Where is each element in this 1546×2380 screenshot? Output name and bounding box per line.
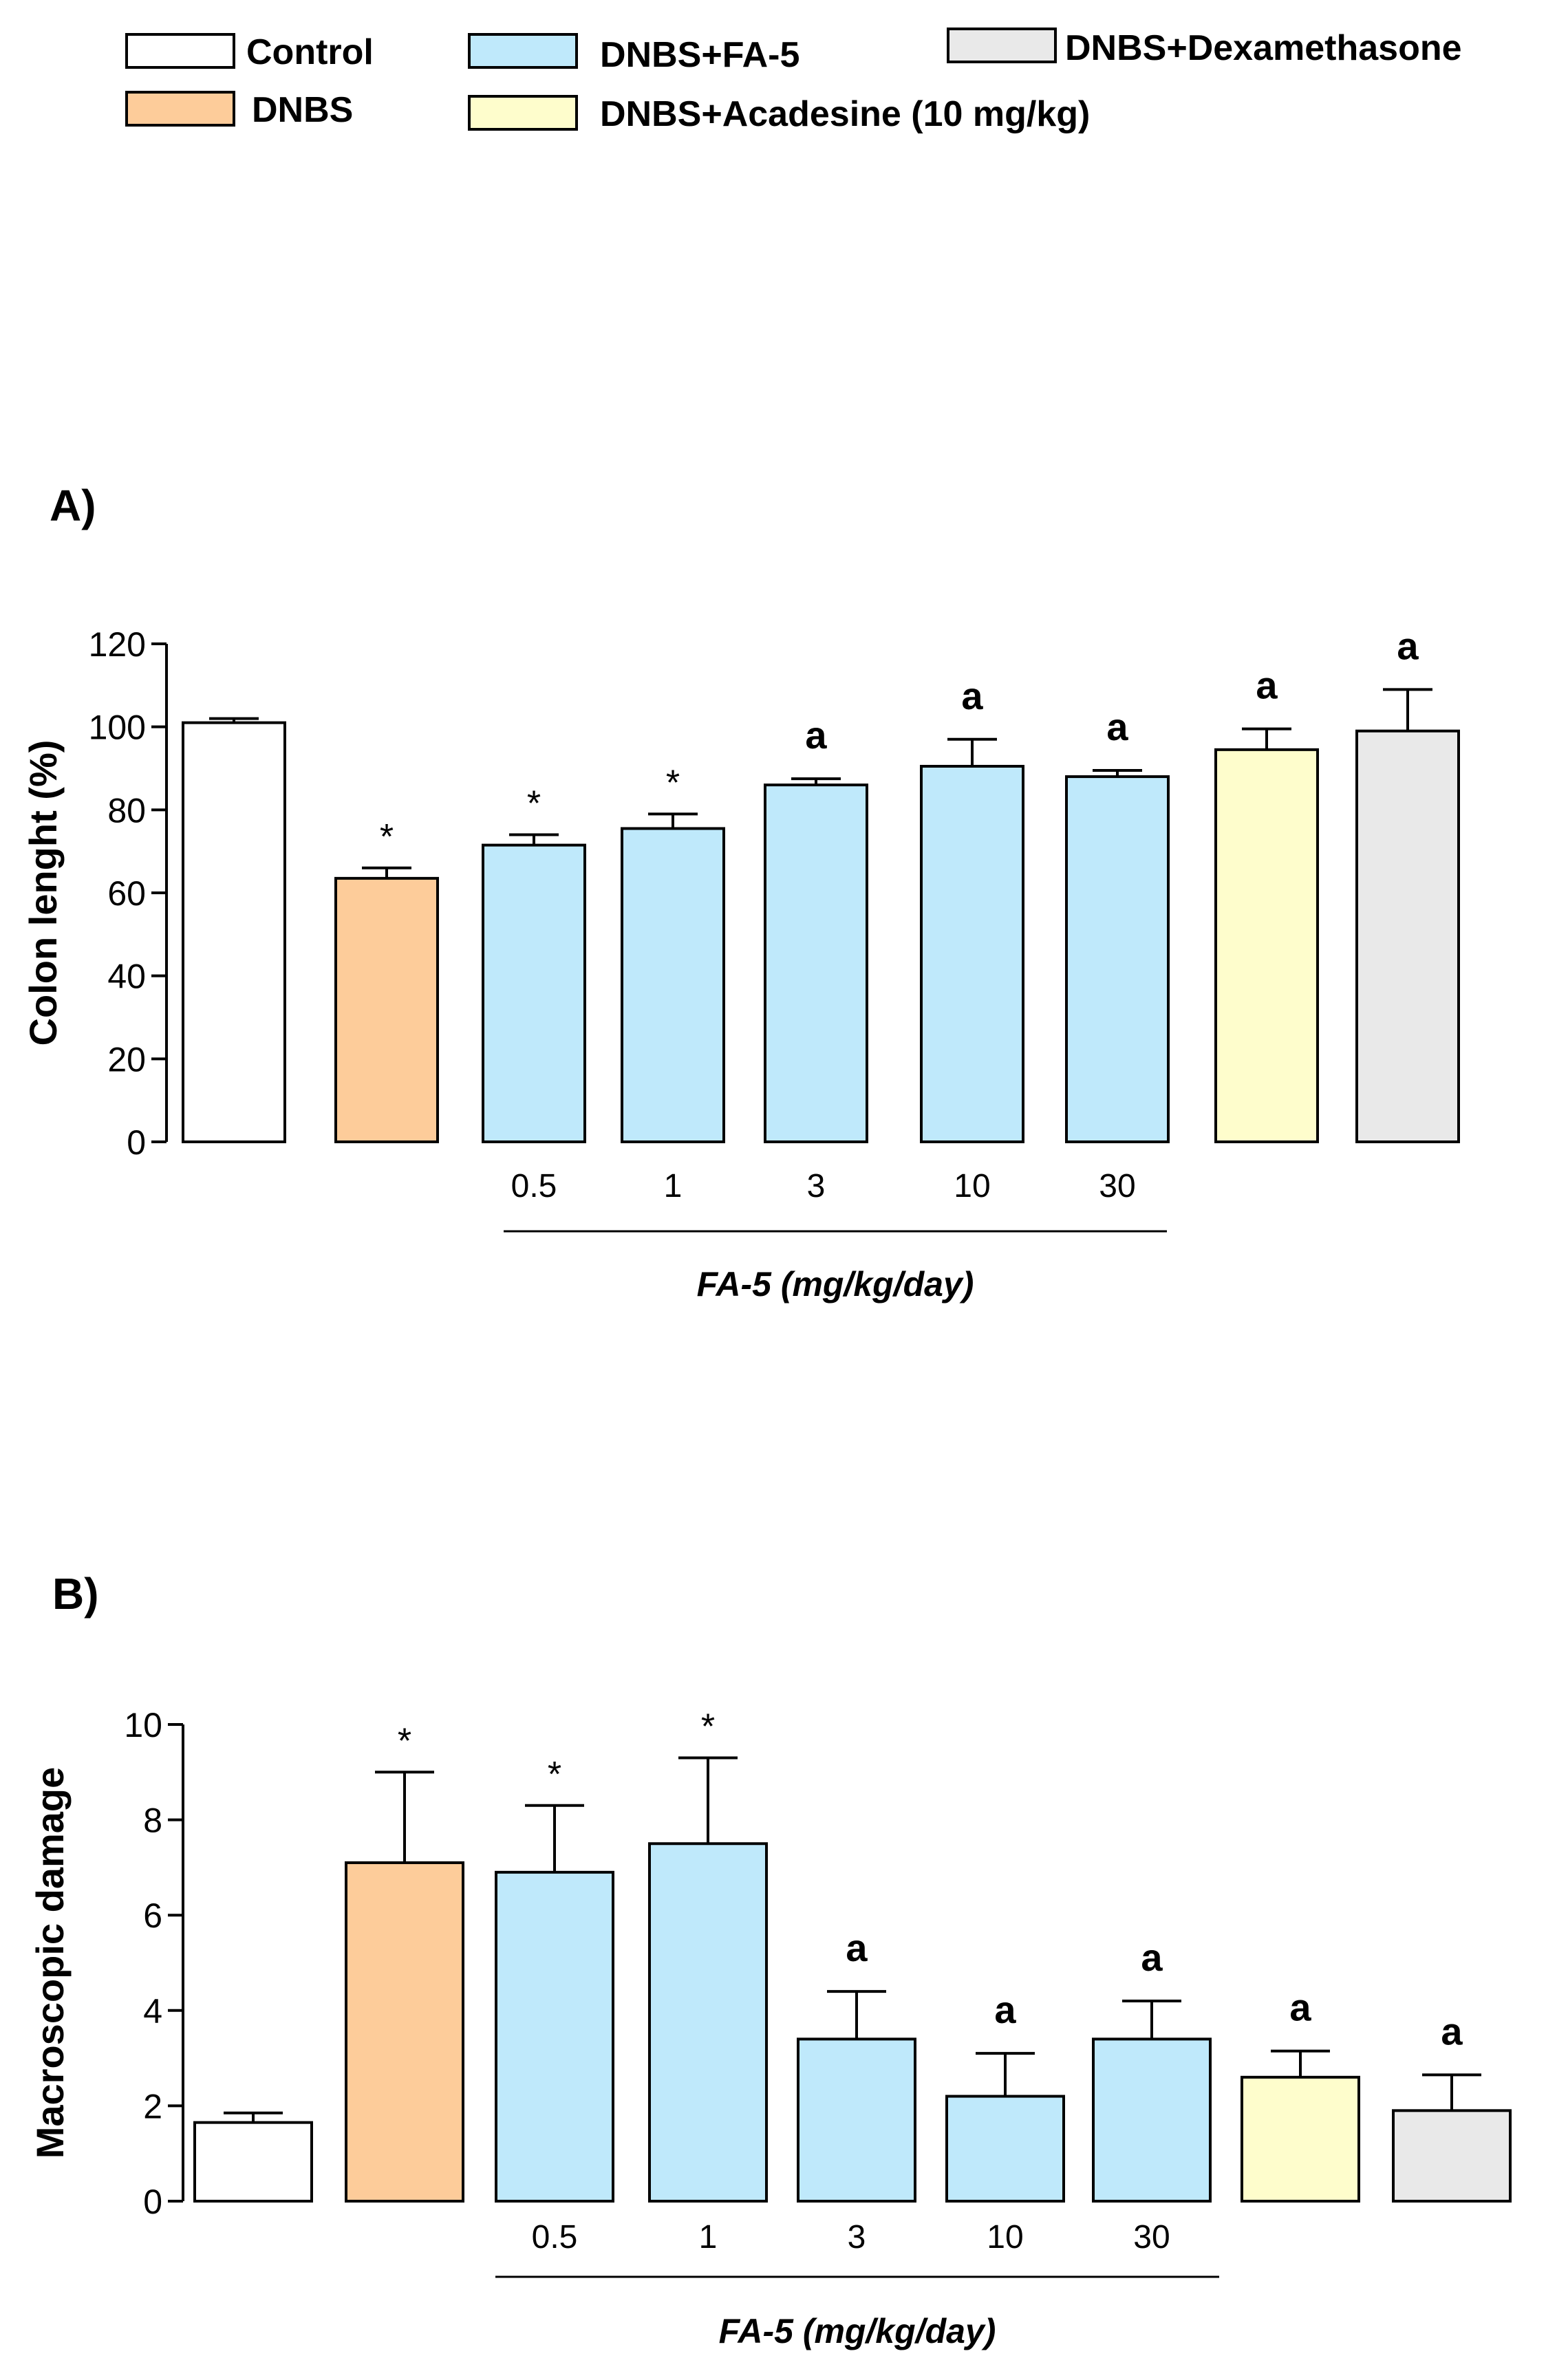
chart-a-category-label: 3 <box>807 1168 826 1204</box>
chart-b-significance-label: a <box>846 1926 868 1969</box>
chart-a-bar <box>1214 748 1319 1143</box>
legend-label-control: Control <box>246 32 374 72</box>
chart-a-bar <box>482 843 586 1144</box>
chart-a-bar <box>1065 775 1170 1143</box>
chart-b-significance-label: * <box>398 1721 411 1761</box>
chart-b-bar <box>797 2037 916 2203</box>
chart-a-significance-label: a <box>1397 624 1419 667</box>
legend-label-dexamethasone: DNBS+Dexamethasone <box>1065 28 1462 68</box>
chart-a-x-axis-label: FA-5 (mg/kg/day) <box>697 1265 974 1303</box>
chart-b-category-label: 1 <box>699 2219 718 2255</box>
chart-b-y-tick-label: 10 <box>124 1706 162 1744</box>
chart-b-category-label: 10 <box>987 2219 1023 2255</box>
chart-b-bar <box>648 1842 768 2203</box>
chart-b-significance-label: a <box>1289 1986 1311 2029</box>
chart-a-significance-label: a <box>1256 664 1278 707</box>
chart-b-significance-label: a <box>1141 1936 1163 1979</box>
chart-b-category-label: 0.5 <box>532 2219 578 2255</box>
panel-b-label: B) <box>52 1569 99 1619</box>
legend-swatch-control <box>125 33 235 69</box>
chart-a-bar <box>621 827 725 1143</box>
chart-b-significance-label: a <box>1441 2009 1463 2053</box>
chart-a-significance-label: * <box>666 763 680 803</box>
chart-b-significance-label: * <box>701 1707 715 1747</box>
legend-swatch-dnbs <box>125 91 235 127</box>
chart-b-y-axis-label: Macroscopic damage <box>28 1767 72 2159</box>
chart-a-y-tick-label: 60 <box>107 874 146 913</box>
chart-b-y-tick-label: 8 <box>143 1802 162 1840</box>
chart-a-y-tick-label: 80 <box>107 791 146 830</box>
chart-a-category-label: 1 <box>664 1168 683 1204</box>
chart-b-x-axis-label: FA-5 (mg/kg/day) <box>719 2312 996 2350</box>
chart-a-significance-label: * <box>527 784 541 824</box>
chart-a-y-tick-label: 120 <box>89 625 146 664</box>
chart-a-y-tick-label: 40 <box>107 958 146 996</box>
legend-swatch-acadesine <box>468 95 578 131</box>
legend-swatch-dexamethasone <box>947 28 1057 63</box>
chart-b-y-tick-label: 0 <box>143 2183 162 2221</box>
chart-a-category-label: 30 <box>1099 1168 1135 1204</box>
chart-b-category-label: 3 <box>848 2219 866 2255</box>
chart-a-y-tick-label: 100 <box>89 708 146 747</box>
chart-a-bar <box>920 764 1024 1143</box>
chart-a-category-label: 0.5 <box>511 1168 557 1204</box>
chart-a-significance-label: a <box>961 674 983 717</box>
chart-b-category-label: 30 <box>1133 2219 1170 2255</box>
chart-b-bar <box>495 1870 614 2203</box>
chart-a-significance-label: a <box>805 713 827 757</box>
chart-b-y-tick-label: 4 <box>143 1992 162 2031</box>
chart-a-significance-label: a <box>1106 705 1128 748</box>
chart-b-y-tick-label: 2 <box>143 2087 162 2125</box>
chart-b-y-tick-label: 6 <box>143 1896 162 1935</box>
chart-a-bar <box>182 721 286 1143</box>
chart-b-significance-label: a <box>994 1988 1016 2031</box>
chart-a-bar <box>764 783 868 1143</box>
chart-b-bar <box>193 2121 313 2203</box>
chart-a-y-tick-label: 0 <box>127 1123 146 1162</box>
chart-b-bar <box>1241 2075 1360 2203</box>
chart-a-y-axis-label: Colon lenght (%) <box>21 740 65 1046</box>
chart-b-significance-label: * <box>548 1755 561 1795</box>
chart-a-bar <box>334 876 439 1143</box>
chart-b-bar <box>945 2095 1065 2203</box>
chart-b-bar <box>1392 2109 1512 2203</box>
panel-a-label: A) <box>50 481 96 530</box>
legend-label-fa5: DNBS+FA-5 <box>600 35 800 75</box>
legend-label-dnbs: DNBS <box>252 90 354 130</box>
chart-a-significance-label: * <box>380 817 394 857</box>
legend-swatch-fa5 <box>468 33 578 69</box>
chart-a-y-tick-label: 20 <box>107 1040 146 1079</box>
legend-label-acadesine: DNBS+Acadesine (10 mg/kg) <box>600 94 1091 134</box>
chart-b-bar <box>1092 2037 1212 2203</box>
chart-b-bar <box>345 1861 464 2203</box>
chart-a-category-label: 10 <box>954 1168 990 1204</box>
chart-a-bar <box>1355 729 1460 1143</box>
